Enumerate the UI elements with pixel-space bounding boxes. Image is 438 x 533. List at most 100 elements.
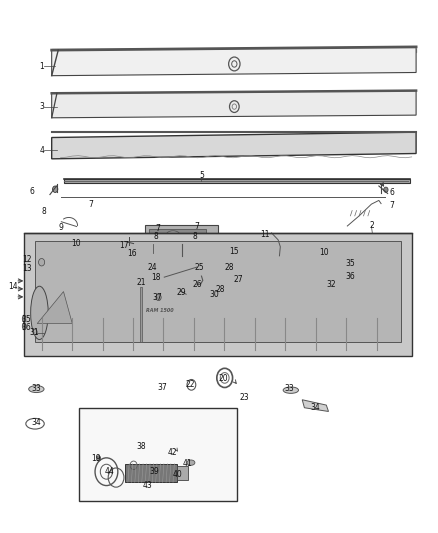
Bar bbox=[149, 229, 206, 241]
Text: 14: 14 bbox=[8, 282, 18, 290]
Text: 17: 17 bbox=[120, 241, 129, 249]
Polygon shape bbox=[302, 400, 328, 411]
Text: 31: 31 bbox=[29, 328, 39, 337]
Text: 3: 3 bbox=[39, 102, 44, 111]
Text: 18: 18 bbox=[151, 273, 160, 282]
Text: 43: 43 bbox=[143, 481, 152, 489]
Circle shape bbox=[156, 294, 161, 301]
Text: 38: 38 bbox=[136, 442, 146, 451]
Polygon shape bbox=[52, 91, 416, 118]
Text: 25: 25 bbox=[194, 263, 204, 272]
Text: 34: 34 bbox=[31, 418, 41, 427]
Text: 35: 35 bbox=[346, 259, 355, 268]
Text: 28: 28 bbox=[215, 285, 225, 294]
Text: 23: 23 bbox=[239, 393, 249, 401]
Text: 16: 16 bbox=[127, 249, 137, 258]
Circle shape bbox=[22, 322, 29, 330]
Text: 7: 7 bbox=[194, 222, 200, 231]
Text: 1: 1 bbox=[39, 62, 44, 70]
Text: 37: 37 bbox=[153, 294, 162, 302]
Polygon shape bbox=[37, 292, 72, 324]
Circle shape bbox=[211, 233, 216, 240]
Circle shape bbox=[211, 290, 217, 298]
Bar bbox=[125, 464, 177, 482]
Circle shape bbox=[348, 259, 355, 267]
Bar bbox=[177, 466, 188, 480]
Bar bbox=[79, 408, 237, 501]
Circle shape bbox=[24, 324, 28, 328]
Bar bbox=[64, 179, 410, 183]
Polygon shape bbox=[145, 225, 218, 244]
Text: 2: 2 bbox=[369, 222, 374, 230]
Text: 8: 8 bbox=[193, 232, 198, 241]
Circle shape bbox=[22, 314, 29, 323]
Circle shape bbox=[348, 271, 355, 280]
Text: 21: 21 bbox=[136, 278, 146, 287]
Text: 35: 35 bbox=[21, 316, 31, 324]
Text: 6: 6 bbox=[389, 189, 395, 197]
Circle shape bbox=[350, 273, 353, 278]
Polygon shape bbox=[52, 47, 416, 76]
Text: 36: 36 bbox=[346, 272, 355, 281]
Text: 32: 32 bbox=[326, 280, 336, 288]
Circle shape bbox=[329, 280, 335, 287]
Text: 28: 28 bbox=[225, 263, 234, 272]
Bar bbox=[24, 233, 412, 356]
Ellipse shape bbox=[31, 286, 48, 340]
Text: 20: 20 bbox=[219, 374, 228, 383]
Text: 37: 37 bbox=[157, 383, 167, 392]
Circle shape bbox=[33, 329, 37, 335]
Text: 44: 44 bbox=[105, 467, 115, 475]
Text: 40: 40 bbox=[173, 470, 182, 479]
Text: 8: 8 bbox=[153, 232, 158, 241]
Text: 7: 7 bbox=[155, 224, 160, 232]
Text: 15: 15 bbox=[230, 247, 239, 256]
Text: 7: 7 bbox=[88, 200, 94, 208]
Bar bbox=[35, 241, 401, 342]
Ellipse shape bbox=[29, 386, 44, 392]
Circle shape bbox=[53, 186, 58, 192]
Circle shape bbox=[96, 456, 101, 461]
Circle shape bbox=[24, 317, 28, 321]
Text: 33: 33 bbox=[31, 384, 41, 393]
Circle shape bbox=[197, 262, 205, 271]
Circle shape bbox=[160, 273, 167, 281]
Text: 9: 9 bbox=[59, 223, 64, 232]
Text: 41: 41 bbox=[183, 459, 192, 468]
Circle shape bbox=[39, 259, 45, 266]
Text: 27: 27 bbox=[233, 275, 243, 284]
Ellipse shape bbox=[187, 460, 195, 465]
Text: 29: 29 bbox=[177, 288, 187, 297]
Ellipse shape bbox=[283, 387, 299, 393]
Text: 6: 6 bbox=[29, 188, 34, 196]
Text: 11: 11 bbox=[260, 230, 270, 239]
Ellipse shape bbox=[166, 231, 180, 238]
Text: 33: 33 bbox=[284, 384, 294, 393]
Text: 10: 10 bbox=[319, 248, 329, 256]
Text: 10: 10 bbox=[71, 239, 81, 248]
Bar bbox=[140, 287, 142, 342]
Circle shape bbox=[127, 242, 131, 247]
Text: 36: 36 bbox=[21, 324, 31, 332]
Text: 34: 34 bbox=[311, 403, 320, 411]
Text: 5: 5 bbox=[199, 171, 204, 180]
Circle shape bbox=[350, 261, 353, 265]
Bar bbox=[28, 264, 33, 269]
Circle shape bbox=[180, 289, 185, 295]
Text: 7: 7 bbox=[389, 201, 395, 209]
Text: 42: 42 bbox=[167, 448, 177, 457]
Text: 12: 12 bbox=[22, 255, 32, 263]
Circle shape bbox=[27, 257, 32, 263]
Text: 4: 4 bbox=[39, 146, 44, 155]
Text: 30: 30 bbox=[210, 290, 219, 299]
Text: 22: 22 bbox=[186, 381, 195, 389]
Polygon shape bbox=[52, 132, 416, 159]
Text: 8: 8 bbox=[42, 207, 46, 215]
Text: 19: 19 bbox=[92, 454, 101, 463]
Circle shape bbox=[152, 264, 156, 270]
Text: 13: 13 bbox=[22, 264, 32, 272]
Circle shape bbox=[384, 187, 388, 192]
Circle shape bbox=[146, 234, 150, 239]
Text: 39: 39 bbox=[150, 467, 159, 475]
Text: RAM 1500: RAM 1500 bbox=[146, 308, 174, 313]
